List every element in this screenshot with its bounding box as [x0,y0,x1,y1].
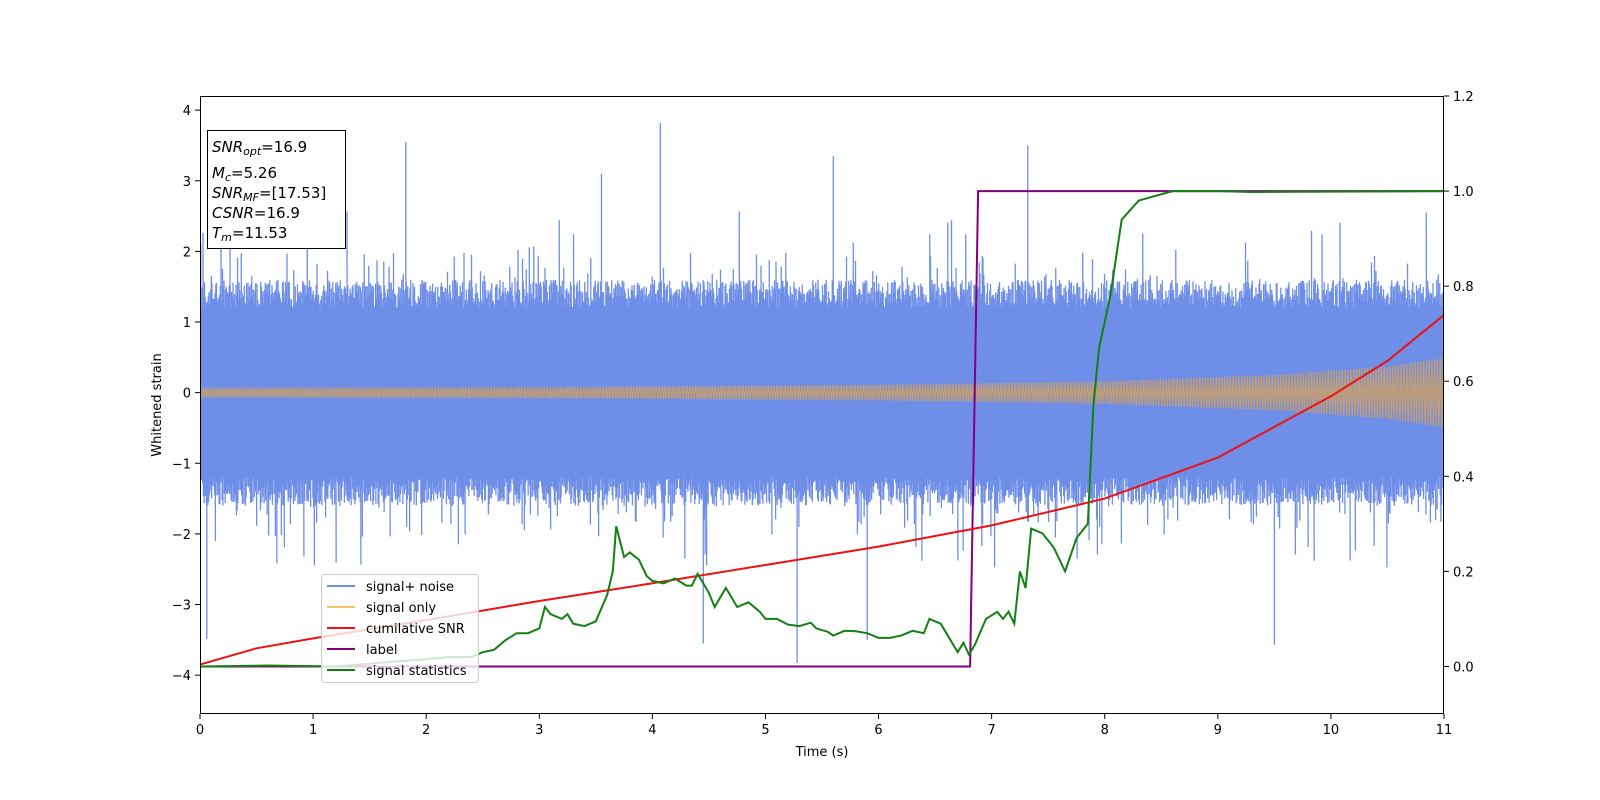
x-tick-label: 2 [422,723,430,738]
y-axis-label: Whitened strain [150,353,165,456]
x-tick-label: 9 [1214,723,1222,738]
y-tick-label: 3 [183,175,191,190]
y-tick-label: 0 [183,387,191,402]
x-tick-label: 4 [648,723,656,738]
info-csnr: CSNR=16.9 [212,204,300,222]
y-tick-label: −3 [172,599,191,614]
y-axis-ticks: −4 −3 −2 −1 0 1 2 3 4 [172,104,200,684]
x-tick-label: 8 [1101,723,1109,738]
x-tick-label: 5 [761,723,769,738]
y-tick-label: −1 [172,457,191,472]
legend-label-text: signal only [366,601,436,616]
y2-tick-label: 0.0 [1453,660,1474,675]
legend-signal-only: signal only [327,601,436,616]
series-signal-statistics [200,190,1444,668]
legend-signal-noise: signal+ noise [327,580,454,595]
plot-area [200,122,1444,668]
legend-label-text: cumilative SNR [366,622,465,637]
info-mc: Mc=5.26 [212,164,277,184]
y2-tick-label: 1.0 [1453,185,1474,200]
x-tick-label: 1 [309,723,317,738]
y2-tick-label: 0.2 [1453,565,1474,580]
y-tick-label: 4 [183,104,191,119]
legend: signal+ noise signal only cumilative SNR la… [321,574,479,683]
plot-frame [200,96,1444,714]
x-tick-label: 10 [1323,723,1340,738]
y2-tick-label: 0.4 [1453,470,1474,485]
legend-frame [321,574,479,683]
y-tick-label: 1 [183,316,191,331]
legend-signal-statistics: signal statistics [327,664,467,679]
legend-label: label [327,643,397,658]
x-axis-ticks: 0 1 2 3 4 5 6 7 8 9 10 11 [196,714,1452,738]
legend-label-text: signal statistics [366,664,467,679]
y-tick-label: 2 [183,245,191,260]
series-signal-only [200,358,1444,427]
legend-cumilative-snr: cumilative SNR [327,622,465,637]
x-tick-label: 7 [987,723,995,738]
info-box: SNRopt=16.9 Mc=5.26 SNRMF=[17.53] CSNR=1… [207,130,346,249]
x-axis-label: Time (s) [795,745,849,760]
y2-axis-ticks: 0.0 0.2 0.4 0.6 0.8 1.0 1.2 [1444,90,1474,675]
info-tm: Tm=11.53 [212,224,287,244]
legend-label-text: signal+ noise [366,580,454,595]
y2-tick-label: 0.6 [1453,375,1474,390]
info-snr-opt: SNRopt=16.9 [212,138,307,158]
y2-tick-label: 0.8 [1453,280,1474,295]
x-tick-label: 11 [1436,723,1453,738]
x-tick-label: 6 [874,723,882,738]
legend-label-text: label [366,643,397,658]
y2-tick-label: 1.2 [1453,90,1474,105]
info-box-frame [207,130,346,249]
x-tick-label: 3 [535,723,543,738]
info-snr-mf: SNRMF=[17.53] [212,184,326,204]
y-tick-label: −4 [172,669,191,684]
y-tick-label: −2 [172,528,191,543]
x-tick-label: 0 [196,723,204,738]
